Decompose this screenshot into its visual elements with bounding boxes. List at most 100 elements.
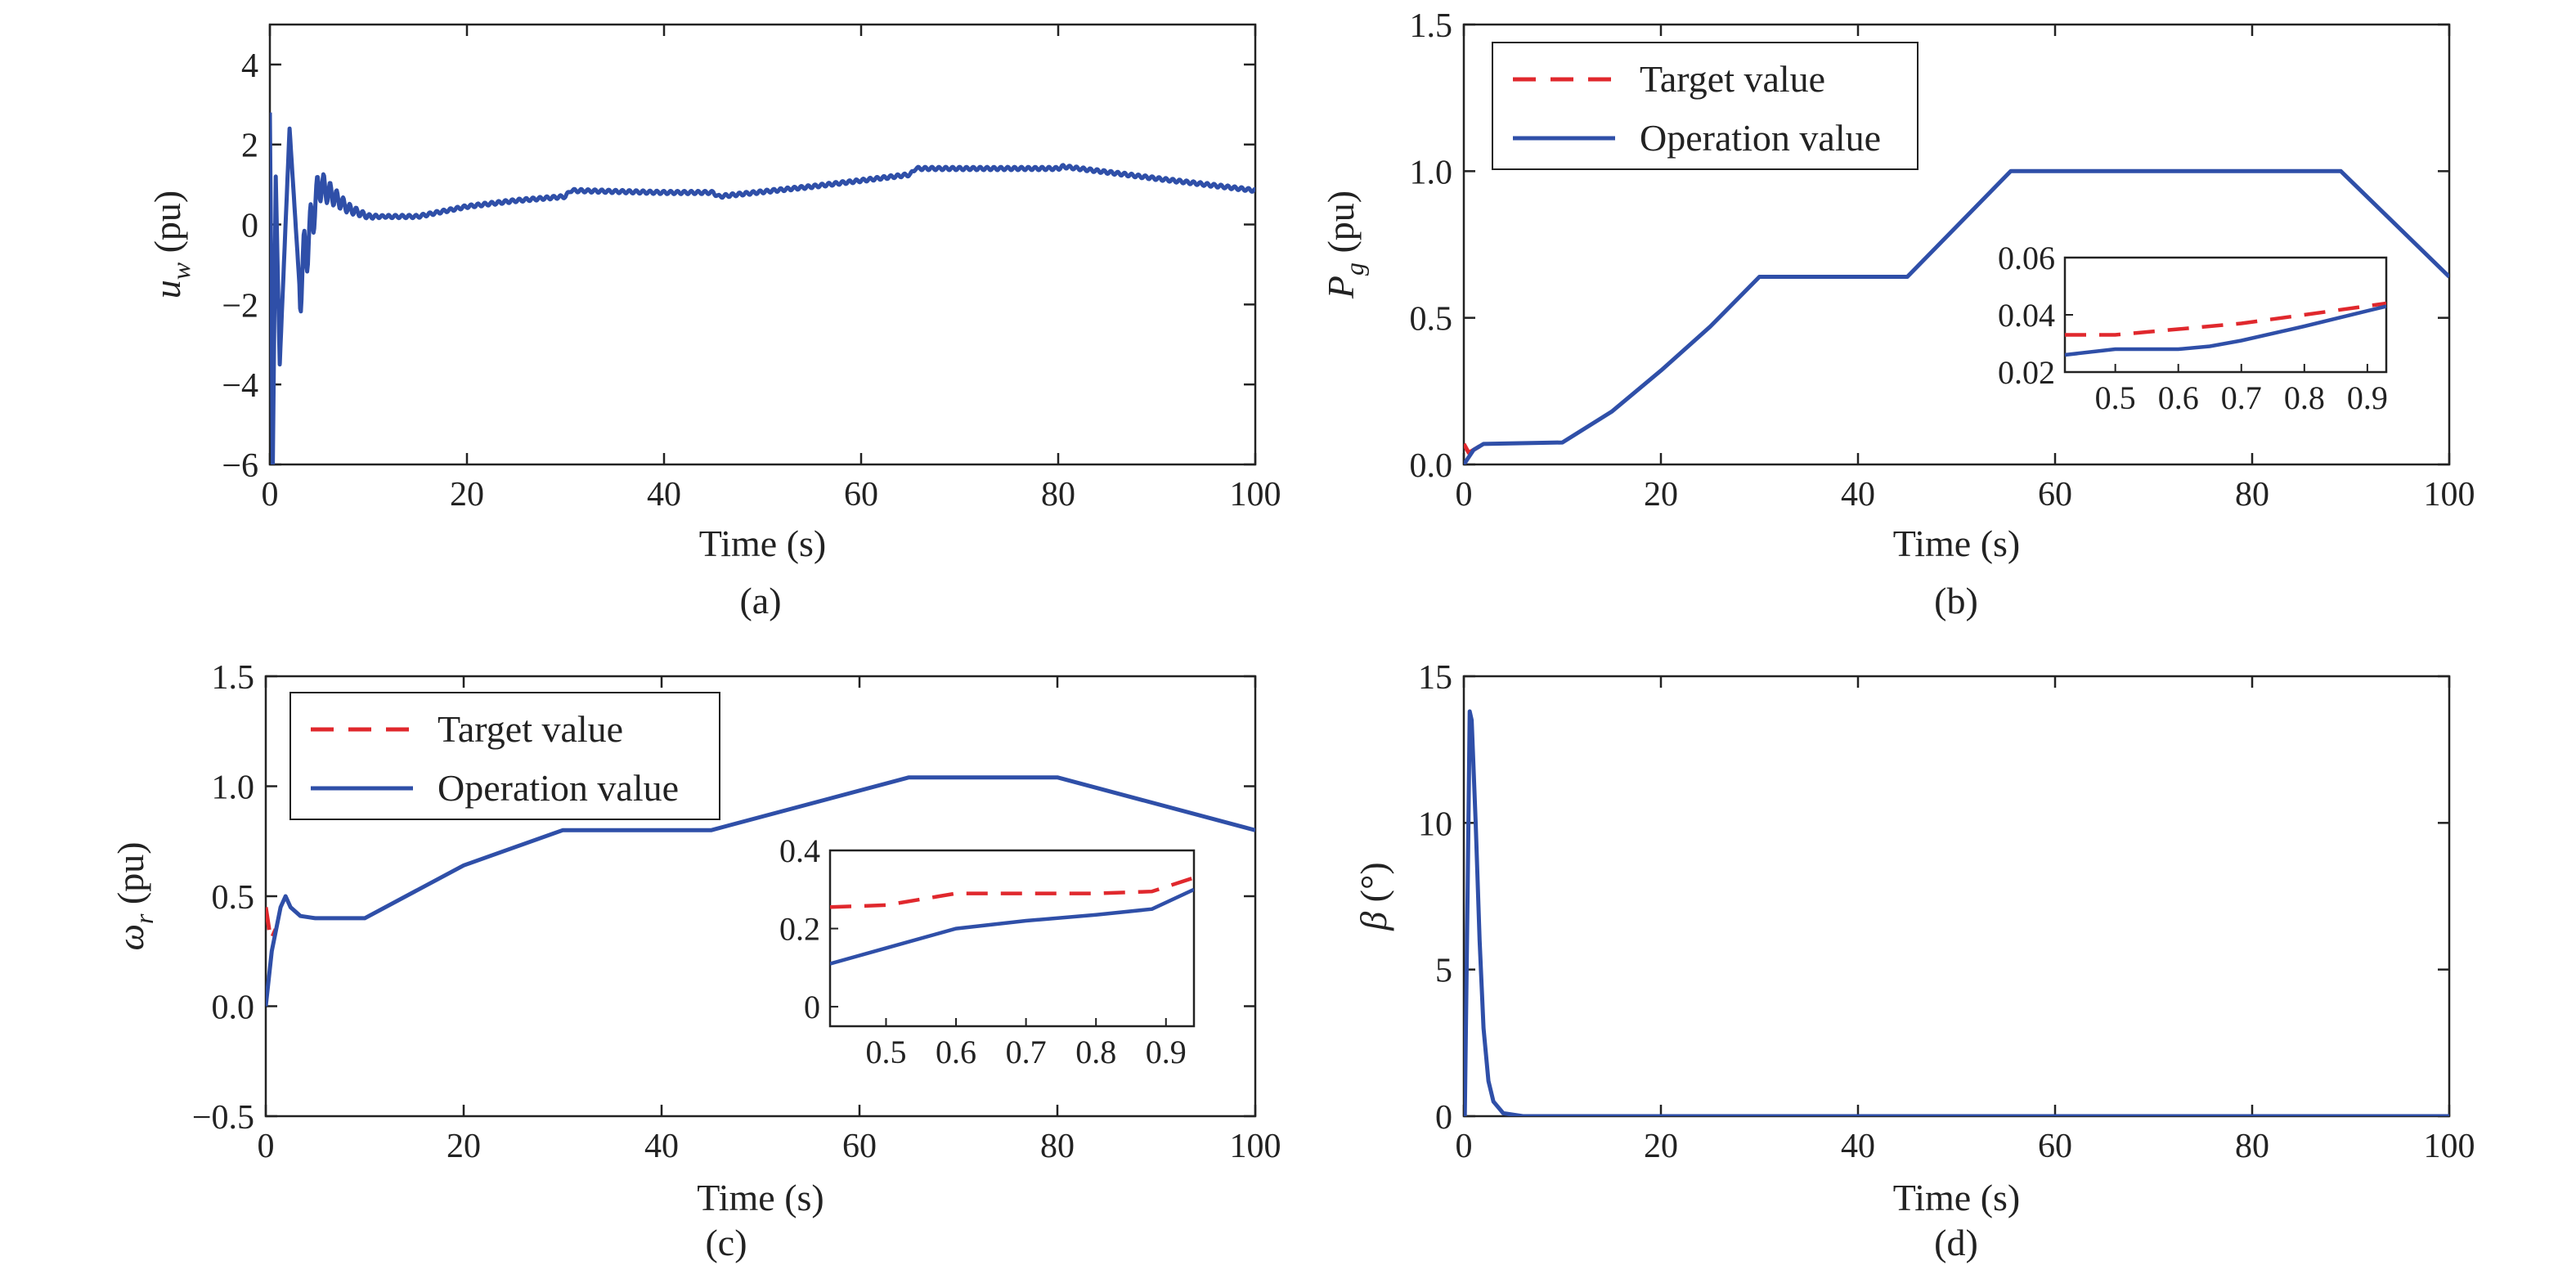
x-tick-label: 40	[644, 1128, 679, 1165]
inset-series-line-operation	[830, 887, 1194, 966]
inset: 0.5 0.6 0.7 0.8 0.9 0 0.2 0.4	[779, 832, 1196, 1070]
y-tick-label: 0	[241, 208, 258, 245]
y-tick-label: 1.0	[1410, 154, 1453, 191]
y-axis-symbol: ω	[110, 924, 151, 950]
panel-sublabel: (d)	[1934, 1222, 1978, 1263]
inset-x-tick-label: 0.6	[936, 1034, 976, 1070]
x-tick-label: 40	[1841, 1128, 1875, 1165]
y-tick-label: 4	[241, 47, 258, 85]
series-line-operation	[266, 775, 1255, 1007]
y-axis-title: ωr (pu)	[110, 841, 159, 950]
inset-series-line-target	[830, 876, 1194, 909]
inset-x-tick-label: 0.8	[1075, 1034, 1116, 1070]
inset-x-tick-label: 0.7	[2221, 379, 2262, 416]
inset-x-tick-label: 0.5	[2095, 379, 2136, 416]
inset-x-tick-label: 0.6	[2158, 379, 2199, 416]
panel-sublabel: (c)	[705, 1222, 747, 1263]
x-tick-label: 80	[1040, 1128, 1075, 1165]
inset-x-tick-label: 0.5	[865, 1034, 906, 1070]
x-tick-label: 100	[1230, 476, 1281, 514]
y-tick-label: 15	[1418, 659, 1452, 697]
x-tick-label: 80	[2235, 476, 2269, 514]
inset-y-tick-label: 0.4	[779, 832, 820, 869]
y-tick-label: 2	[241, 128, 258, 165]
x-tick-label: 0	[258, 1128, 275, 1165]
series-line-operation	[1464, 168, 2449, 464]
inset-y-tick-label: 0.06	[1998, 240, 2055, 276]
y-axis-title: β (°)	[1353, 862, 1394, 931]
inset-y-tick-label: 0.2	[779, 911, 820, 948]
y-tick-label: 0	[1435, 1099, 1452, 1137]
x-axis-title: Time (s)	[697, 1177, 824, 1218]
legend-label-target: Target value	[438, 708, 623, 750]
x-tick-label: 100	[1230, 1128, 1281, 1165]
inset-x-tick-label: 0.7	[1006, 1034, 1047, 1070]
y-axis-title: Pg (pu)	[1320, 191, 1369, 299]
inset-frame	[828, 849, 1196, 1028]
x-tick-label: 40	[1841, 476, 1875, 514]
x-tick-label: 20	[447, 1128, 481, 1165]
inset-x-tick-label: 0.9	[2347, 379, 2388, 416]
y-tick-label: −0.5	[192, 1099, 254, 1137]
plot-frame	[1462, 675, 2451, 1118]
inset-x-tick-label: 0.8	[2284, 379, 2325, 416]
x-axis-title: Time (s)	[699, 523, 827, 564]
legend-label-operation: Operation value	[1640, 117, 1881, 159]
legend-box	[289, 692, 720, 820]
inset-frame	[2063, 256, 2388, 374]
x-tick-label: 20	[1644, 476, 1678, 514]
x-tick-label: 0	[1456, 1128, 1473, 1165]
y-axis-unit: (pu)	[1320, 191, 1362, 262]
y-axis-subscript: g	[1340, 262, 1369, 276]
x-axis-title: Time (s)	[1893, 1177, 2021, 1218]
x-tick-label: 80	[2235, 1128, 2269, 1165]
inset-series-line-target	[2065, 301, 2386, 337]
y-axis-unit: (°)	[1353, 862, 1394, 912]
y-tick-label: 5	[1435, 953, 1452, 990]
inset-series-line-operation	[2065, 304, 2386, 357]
x-tick-label: 0	[1456, 476, 1473, 514]
series-line-operation	[270, 112, 1255, 464]
legend-label-target: Target value	[1640, 58, 1825, 100]
y-axis-title: uw (pu)	[146, 191, 195, 298]
y-axis-unit: (pu)	[110, 841, 151, 913]
legend-label-operation: Operation value	[438, 767, 679, 809]
x-tick-label: 20	[1644, 1128, 1678, 1165]
inset-y-tick-label: 0.04	[1998, 297, 2055, 334]
panel-sublabel: (a)	[739, 580, 781, 621]
x-tick-label: 100	[2424, 476, 2475, 514]
y-tick-label: −6	[222, 447, 258, 485]
x-tick-label: 80	[1041, 476, 1075, 514]
y-tick-label: 0.0	[212, 989, 255, 1027]
inset-y-tick-label: 0.02	[1998, 354, 2055, 391]
x-tick-label: 40	[647, 476, 681, 514]
series-line-operation	[1464, 709, 2449, 1116]
inset: 0.5 0.6 0.7 0.8 0.9 0.02 0.04 0.06	[1998, 240, 2388, 416]
x-tick-label: 60	[844, 476, 878, 514]
y-tick-label: −2	[222, 287, 258, 325]
inset-x-tick-label: 0.9	[1146, 1034, 1187, 1070]
y-tick-label: 0.5	[212, 879, 255, 917]
panel-a: 0 20 40 60 80 100 −6 −4 −2 0 2 4 Time (s) uw (pu) (a)	[146, 23, 1281, 621]
y-tick-label: 10	[1418, 805, 1452, 843]
y-axis-subscript: r	[129, 913, 159, 924]
y-tick-label: 1.0	[212, 769, 255, 807]
panel-sublabel: (b)	[1934, 580, 1978, 621]
x-tick-label: 60	[2038, 1128, 2072, 1165]
y-axis-symbol: β	[1353, 912, 1394, 931]
x-tick-label: 0	[262, 476, 279, 514]
plot-frame	[1462, 23, 2451, 466]
y-tick-label: 1.5	[1410, 7, 1453, 45]
y-tick-label: 0.5	[1410, 301, 1453, 339]
x-tick-label: 100	[2424, 1128, 2475, 1165]
panel-d: 0 20 40 60 80 100 0 5 10 15 Time (s) β (°) (d)	[1353, 659, 2475, 1263]
inset-y-tick-label: 0	[804, 989, 820, 1025]
y-axis-unit: (pu)	[146, 191, 188, 262]
y-axis-symbol: u	[146, 280, 188, 298]
y-tick-label: 0.0	[1410, 447, 1453, 485]
y-tick-label: −4	[222, 367, 258, 405]
y-tick-label: 1.5	[212, 659, 255, 697]
plot-frame	[268, 23, 1257, 466]
